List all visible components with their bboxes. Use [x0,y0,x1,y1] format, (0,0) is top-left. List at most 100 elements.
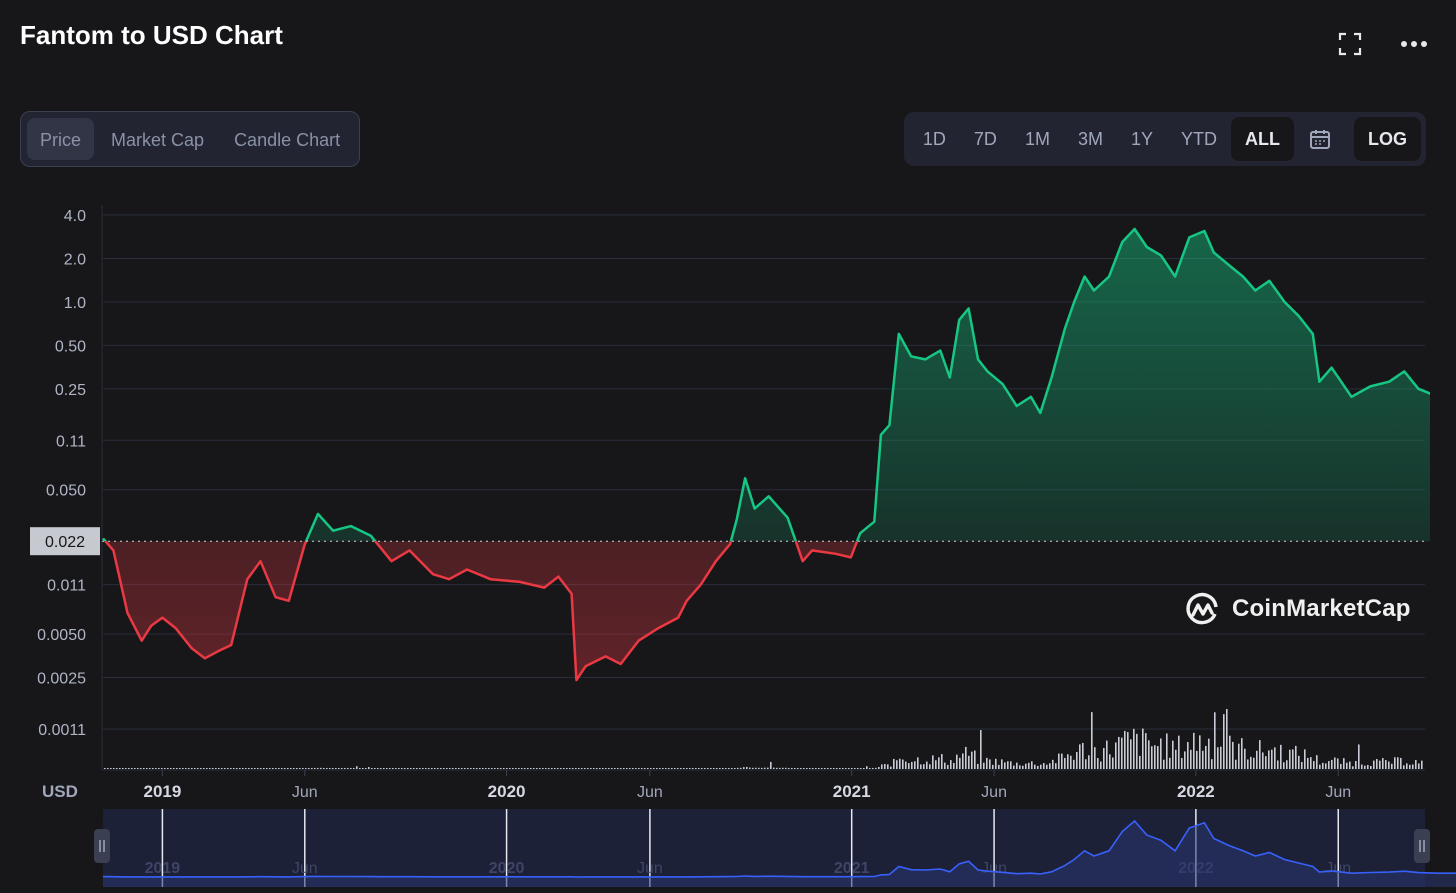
volume-bar [782,767,784,769]
volume-bar [479,768,481,769]
navigator-handle-left[interactable] [94,829,110,863]
volume-bar [1289,749,1291,769]
x-tick-label: Jun [292,784,318,801]
volume-bar [830,768,832,769]
volume-bar [497,768,499,769]
volume-bar [665,768,667,769]
tab-market-cap[interactable]: Market Cap [111,130,205,150]
y-tick-label: 0.0050 [37,627,86,644]
volume-bar [197,768,199,769]
volume-bar [1388,761,1390,769]
volume-bar [1043,763,1045,769]
volume-bar [506,768,508,769]
tab-candle-chart[interactable]: Candle Chart [234,130,341,150]
volume-bar [842,768,844,769]
volume-bar [695,768,697,769]
volume-bar [1010,761,1012,769]
volume-bar [173,768,175,769]
volume-bar [629,768,631,769]
reference-price-tag: 0.022 [30,527,100,556]
volume-bar [764,767,766,769]
calendar-icon[interactable] [1294,117,1346,161]
volume-bar [1262,752,1264,769]
volume-bar [443,768,445,769]
volume-bar [998,764,1000,769]
volume-bar [947,764,949,769]
volume-bar [239,768,241,769]
range-1d[interactable]: 1D [922,129,946,149]
volume-bar [1379,760,1381,769]
volume-bar [107,768,109,769]
volume-bar [1013,765,1015,769]
volume-bar [1106,740,1108,769]
volume-bar [446,768,448,769]
volume-bar [326,767,328,769]
volume-bar [1007,761,1009,769]
volume-bar [1142,728,1144,769]
volume-bar [575,768,577,769]
volume-bar [638,768,640,769]
volume-bar [863,767,865,769]
volume-bar [587,768,589,769]
volume-bar [314,767,316,769]
volume-bar [641,768,643,769]
volume-bar [755,767,757,769]
volume-bar [242,768,244,769]
range-3m[interactable]: 3M [1077,129,1103,149]
range-ytd[interactable]: YTD [1181,129,1217,149]
volume-bar [815,768,817,769]
tab-price[interactable]: Price [27,118,95,160]
navigator-area [103,821,1456,887]
volume-bar [911,761,913,769]
volume-bar [959,757,961,769]
volume-bar [1361,764,1363,769]
volume-bar [767,767,769,769]
fullscreen-icon[interactable] [1336,30,1364,58]
price-chart[interactable]: 4.0 2.0 1.0 0.50 0.25 0.11 0.050 0.022 0.011 0.00… [0,195,1456,805]
volume-bar [1313,761,1315,769]
volume-bar [1163,759,1165,769]
navigator-handle-right[interactable] [1414,829,1430,863]
volume-bar [1343,758,1345,769]
time-range-selector: 1D 7D 1M 3M 1Y YTD ALL LOG [903,112,1426,166]
volume-bar [938,757,940,769]
range-all[interactable]: ALL [1231,117,1294,161]
volume-bar [539,768,541,769]
volume-bar [560,768,562,769]
volume-bar [1295,745,1297,769]
volume-bar [1025,763,1027,769]
range-7d[interactable]: 7D [973,129,997,149]
volume-bar [1049,763,1051,769]
volume-bar [713,768,715,769]
reference-tag-bg [30,527,100,556]
volume-bar [170,768,172,769]
volume-bar [632,768,634,769]
volume-bar [872,767,874,769]
volume-bar [986,757,988,769]
volume-bar [1034,764,1036,769]
volume-bar [158,768,160,769]
volume-bar [338,767,340,769]
volume-bar [266,768,268,769]
volume-bar [1340,763,1342,769]
volume-bar [935,760,937,769]
volume-bar [1160,738,1162,769]
volume-bar [251,768,253,769]
volume-bar [263,768,265,769]
volume-bar [335,767,337,769]
volume-bar [1304,749,1306,769]
y-tick-label: 0.11 [56,433,86,450]
log-scale-toggle[interactable]: LOG [1354,117,1421,161]
more-icon[interactable] [1400,30,1428,58]
volume-bar [209,768,211,769]
range-1m[interactable]: 1M [1024,129,1050,149]
volume-bar [1328,761,1330,769]
volume-bar [461,768,463,769]
volume-bar [302,768,304,769]
range-1y[interactable]: 1Y [1130,129,1153,149]
navigator-tick-label: Jun [292,860,318,877]
volume-bar [329,767,331,769]
volume-bar [551,768,553,769]
volume-bar [1154,745,1156,769]
